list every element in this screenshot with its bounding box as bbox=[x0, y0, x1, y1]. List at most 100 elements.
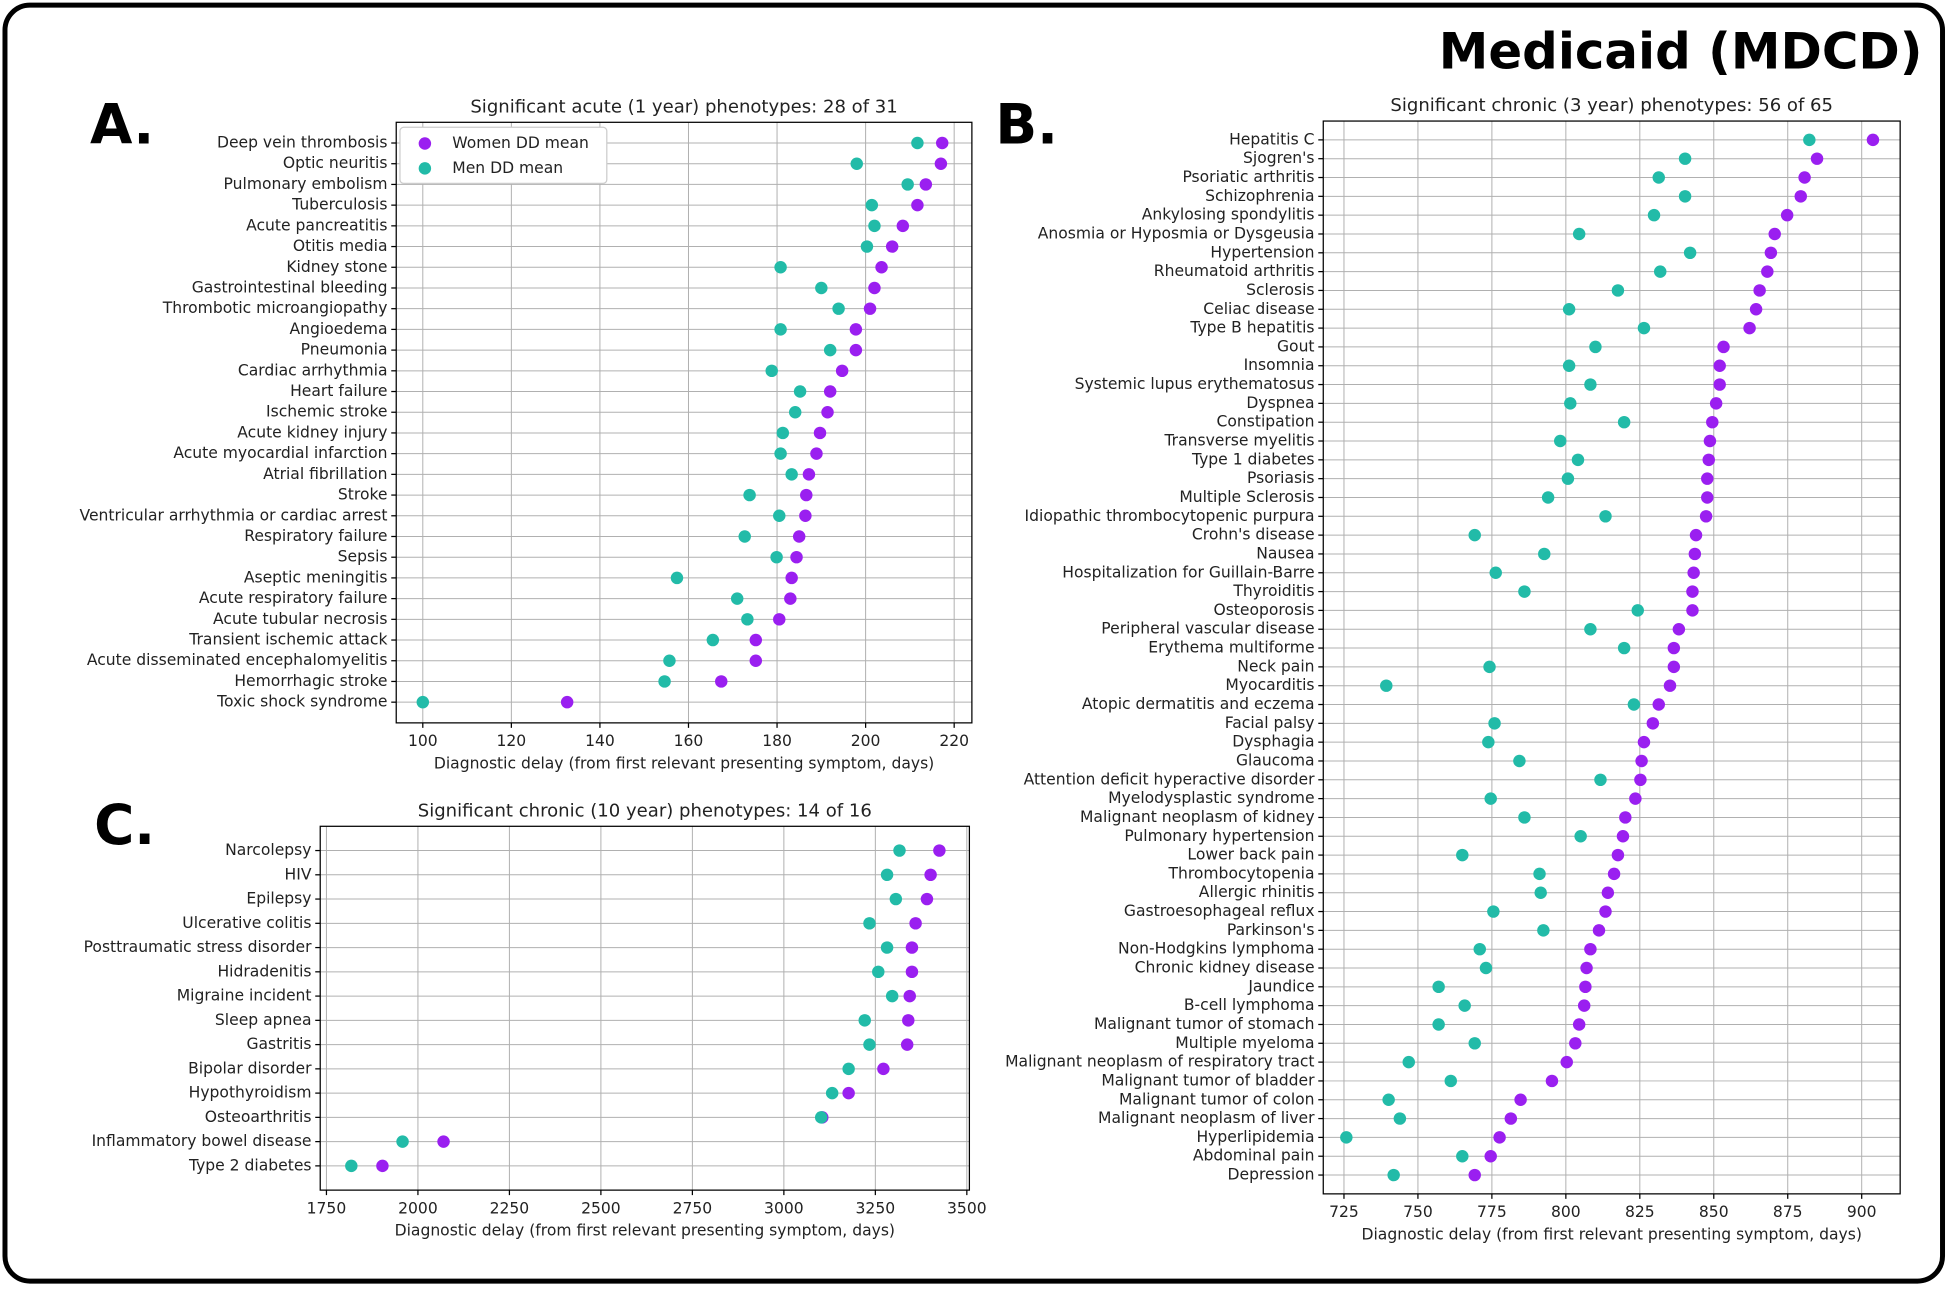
y-tick-label: Type 1 diabetes bbox=[1191, 450, 1315, 468]
dot bbox=[706, 633, 720, 647]
dot bbox=[1687, 566, 1700, 579]
dot bbox=[376, 1159, 389, 1173]
dot bbox=[1701, 491, 1714, 504]
x-tick-label: 100 bbox=[408, 732, 438, 750]
dot bbox=[765, 364, 778, 378]
y-tick-label: Dysphagia bbox=[1232, 733, 1314, 751]
dot bbox=[885, 989, 899, 1003]
y-tick-label: Nausea bbox=[1256, 544, 1314, 562]
dot bbox=[924, 868, 937, 882]
dot bbox=[1473, 942, 1486, 956]
dot bbox=[715, 675, 728, 688]
y-tick-label: Psoriasis bbox=[1247, 469, 1315, 487]
dot bbox=[776, 426, 790, 440]
y-tick-label: Kidney stone bbox=[286, 258, 387, 276]
y-tick-label: Stroke bbox=[338, 486, 388, 504]
dot bbox=[1545, 1074, 1559, 1088]
x-axis-label: Diagnostic delay (from first relevant pr… bbox=[434, 754, 934, 772]
dot bbox=[1686, 604, 1699, 617]
dot bbox=[1456, 848, 1469, 862]
y-tick-label: Malignant tumor of stomach bbox=[1094, 1015, 1315, 1033]
y-tick-label: Migraine incident bbox=[177, 987, 312, 1005]
dot bbox=[1617, 415, 1631, 429]
y-tick-label: Transverse myelitis bbox=[1163, 432, 1314, 450]
dot bbox=[863, 1038, 876, 1051]
dot bbox=[1513, 754, 1526, 768]
dot bbox=[1458, 999, 1471, 1012]
dot bbox=[902, 1014, 915, 1027]
y-tick-label: Malignant tumor of colon bbox=[1119, 1090, 1315, 1108]
x-tick-label: 850 bbox=[1699, 1203, 1729, 1221]
dot bbox=[774, 447, 787, 460]
y-tick-label: Hepatitis C bbox=[1229, 130, 1315, 148]
y-tick-label: Atrial fibrillation bbox=[263, 465, 387, 483]
dot bbox=[1554, 434, 1567, 448]
dot bbox=[396, 1135, 409, 1148]
dot bbox=[1484, 792, 1497, 805]
dot bbox=[1637, 321, 1651, 335]
dot bbox=[1393, 1112, 1407, 1125]
dot bbox=[842, 1062, 855, 1076]
dot bbox=[1709, 397, 1723, 410]
dot bbox=[1652, 698, 1665, 711]
dot bbox=[1592, 924, 1606, 937]
y-tick-label: Chronic kidney disease bbox=[1135, 959, 1315, 977]
dot bbox=[832, 302, 845, 315]
y-tick-label: Myocarditis bbox=[1225, 676, 1314, 694]
dot bbox=[1619, 811, 1632, 824]
dot bbox=[1653, 265, 1667, 278]
dot bbox=[1589, 340, 1602, 354]
y-tick-label: Malignant tumor of bladder bbox=[1101, 1071, 1315, 1089]
x-tick-label: 200 bbox=[851, 732, 881, 750]
dot bbox=[1794, 190, 1807, 203]
dot bbox=[784, 592, 797, 605]
dot bbox=[1541, 491, 1555, 504]
x-tick-label: 825 bbox=[1625, 1203, 1655, 1221]
dot bbox=[1768, 227, 1781, 241]
y-tick-label: Neck pain bbox=[1237, 657, 1314, 675]
dot bbox=[670, 571, 684, 585]
dot bbox=[1689, 528, 1703, 542]
y-tick-label: Parkinson's bbox=[1227, 921, 1315, 939]
x-axis-label: Diagnostic delay (from first relevant pr… bbox=[1362, 1225, 1862, 1243]
x-tick-label: 220 bbox=[939, 732, 969, 750]
y-tick-label: Deep vein thrombosis bbox=[217, 134, 388, 152]
x-tick-label: 750 bbox=[1403, 1203, 1433, 1221]
dot bbox=[880, 868, 894, 882]
dot bbox=[825, 1086, 839, 1100]
dot bbox=[1432, 980, 1445, 994]
y-tick-label: Ankylosing spondylitis bbox=[1142, 206, 1315, 224]
y-tick-label: Hidradenitis bbox=[217, 962, 311, 980]
y-tick-label: Gastritis bbox=[246, 1035, 311, 1053]
x-tick-label: 140 bbox=[585, 732, 615, 750]
dot bbox=[743, 488, 756, 502]
dot bbox=[872, 965, 885, 979]
y-tick-label: Transient ischemic attack bbox=[188, 631, 387, 649]
y-tick-label: Osteoporosis bbox=[1213, 601, 1314, 619]
y-tick-label: Hypothyroidism bbox=[189, 1084, 312, 1102]
y-tick-label: Acute tubular necrosis bbox=[213, 610, 387, 628]
dot bbox=[909, 917, 922, 930]
y-tick-label: Heart failure bbox=[290, 382, 387, 400]
dot bbox=[1616, 830, 1630, 843]
dot bbox=[1652, 171, 1665, 184]
dot bbox=[1562, 359, 1576, 372]
dot bbox=[658, 675, 671, 688]
y-tick-label: Bipolar disorder bbox=[188, 1059, 312, 1077]
dot bbox=[1706, 415, 1719, 429]
dot bbox=[770, 550, 783, 564]
dot bbox=[1493, 1131, 1506, 1144]
dot bbox=[865, 198, 879, 212]
y-tick-label: Acute disseminated encephalomyelitis bbox=[87, 651, 388, 669]
legend-box bbox=[399, 126, 608, 184]
y-tick-label: Non-Hodgkins lymphoma bbox=[1118, 940, 1315, 958]
dot bbox=[1761, 265, 1774, 278]
y-tick-label: Acute respiratory failure bbox=[199, 589, 388, 607]
x-tick-label: 3250 bbox=[856, 1199, 896, 1217]
dot bbox=[903, 989, 916, 1003]
y-tick-label: Multiple myeloma bbox=[1175, 1034, 1314, 1052]
y-tick-label: Inflammatory bowel disease bbox=[92, 1132, 312, 1150]
dot bbox=[1468, 528, 1481, 542]
dot bbox=[1780, 208, 1794, 222]
dot bbox=[1601, 886, 1615, 899]
